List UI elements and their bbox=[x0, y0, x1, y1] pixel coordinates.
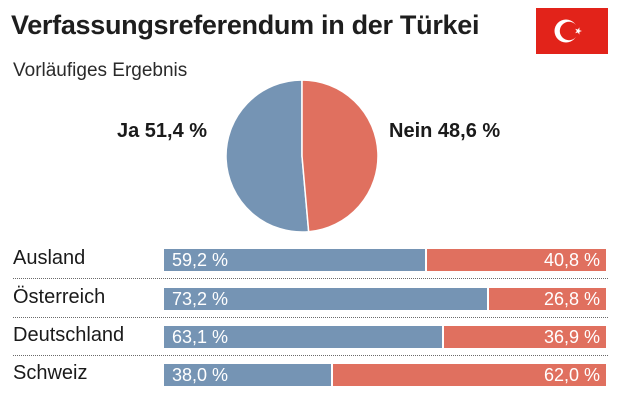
pie-label-nein: Nein 48,6 % bbox=[389, 120, 501, 142]
pie-label-ja: Ja 51,4 % bbox=[117, 120, 208, 142]
bar-segment-nein: 26,8 % bbox=[487, 288, 606, 310]
bar-segment-ja: 59,2 % bbox=[164, 249, 426, 271]
stacked-bar: 59,2 % 40,8 % bbox=[164, 249, 606, 271]
bar-segment-ja: 73,2 % bbox=[164, 288, 488, 310]
pie-slice-nein bbox=[301, 79, 379, 233]
bar-segment-nein: 40,8 % bbox=[425, 249, 606, 271]
row-divider bbox=[13, 355, 608, 356]
stacked-bar: 38,0 % 62,0 % bbox=[164, 364, 606, 386]
stacked-bar: 63,1 % 36,9 % bbox=[164, 326, 606, 348]
bar-row: Schweiz 38,0 % 62,0 % bbox=[0, 356, 620, 394]
row-divider bbox=[13, 278, 608, 279]
bar-row: Ausland 59,2 % 40,8 % bbox=[0, 241, 620, 279]
bar-category-label: Österreich bbox=[13, 286, 106, 308]
bar-category-label: Deutschland bbox=[13, 324, 125, 346]
row-divider bbox=[13, 317, 608, 318]
pie-slice-ja bbox=[225, 79, 310, 233]
chart-subtitle: Vorläufiges Ergebnis bbox=[13, 60, 188, 81]
bar-row: Österreich 73,2 % 26,8 % bbox=[0, 280, 620, 318]
chart-title: Verfassungsreferendum in der Türkei bbox=[11, 10, 480, 40]
bar-segment-nein: 62,0 % bbox=[331, 364, 606, 386]
pie-chart bbox=[225, 79, 379, 233]
stacked-bar: 73,2 % 26,8 % bbox=[164, 288, 606, 310]
bar-segment-ja: 63,1 % bbox=[164, 326, 443, 348]
turkey-flag-icon bbox=[536, 8, 608, 54]
bar-category-label: Ausland bbox=[13, 247, 86, 269]
bar-row: Deutschland 63,1 % 36,9 % bbox=[0, 318, 620, 356]
bar-category-label: Schweiz bbox=[13, 362, 88, 384]
bar-segment-nein: 36,9 % bbox=[442, 326, 606, 348]
bar-segment-ja: 38,0 % bbox=[164, 364, 332, 386]
